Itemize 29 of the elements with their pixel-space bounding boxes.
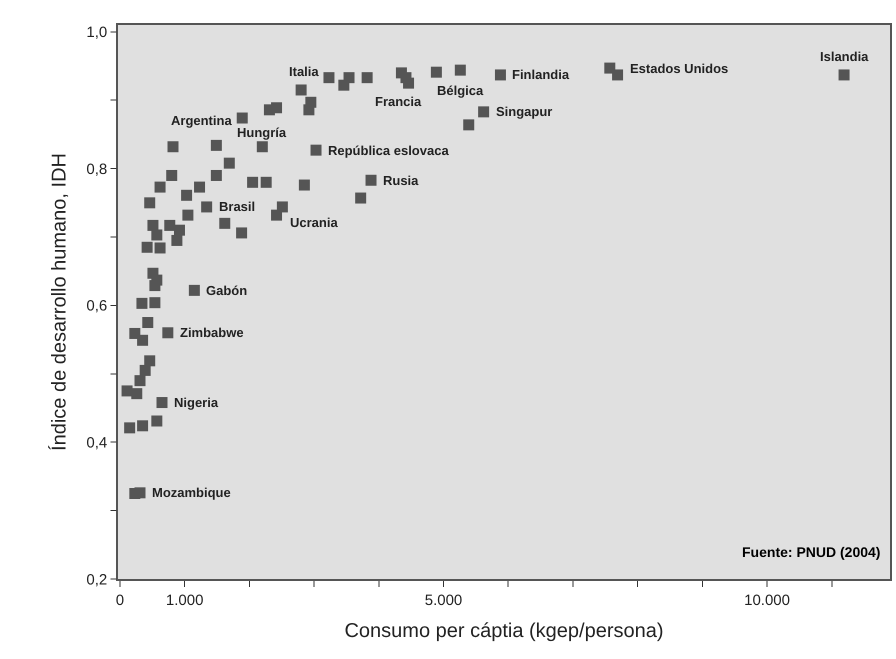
annotation: Gabón — [206, 283, 248, 298]
x-tick-label: 0 — [116, 592, 124, 609]
annotation: Italia — [289, 64, 320, 79]
annotation: Hungría — [237, 125, 287, 140]
annotation: Bélgica — [437, 83, 484, 98]
annotation: República eslovaca — [328, 143, 450, 158]
annotation: Argentina — [171, 113, 232, 128]
annotation: Francia — [375, 94, 422, 109]
y-tick-label: 0,6 — [86, 298, 108, 315]
annotation: Rusia — [383, 173, 420, 188]
annotation: Zimbabwe — [180, 325, 244, 340]
annotation: Brasil — [219, 199, 256, 214]
x-tick-label: 10.000 — [744, 592, 790, 609]
annotation: Singapur — [496, 104, 552, 119]
x-tick-label: 1.000 — [166, 592, 204, 609]
x-axis-title: Consumo per cáptia (kgep/persona) — [344, 620, 664, 642]
y-tick-label: 0,2 — [86, 571, 108, 588]
y-tick-label: 0,4 — [86, 434, 108, 452]
annotation: Finlandia — [512, 67, 570, 82]
y-tick-label: 1,0 — [86, 24, 108, 42]
y-tick-label: 0,8 — [86, 160, 108, 178]
x-tick-label: 5.000 — [424, 592, 462, 609]
annotation: Estados Unidos — [630, 61, 728, 76]
annotation: Nigeria — [174, 395, 219, 410]
annotation: Islandia — [820, 49, 870, 64]
annotation: Fuente: PNUD (2004) — [742, 544, 880, 560]
y-axis-title: Índice de desarrollo humano, IDH — [47, 153, 70, 451]
annotation: Mozambique — [152, 485, 231, 500]
annotation: Ucrania — [290, 215, 338, 230]
